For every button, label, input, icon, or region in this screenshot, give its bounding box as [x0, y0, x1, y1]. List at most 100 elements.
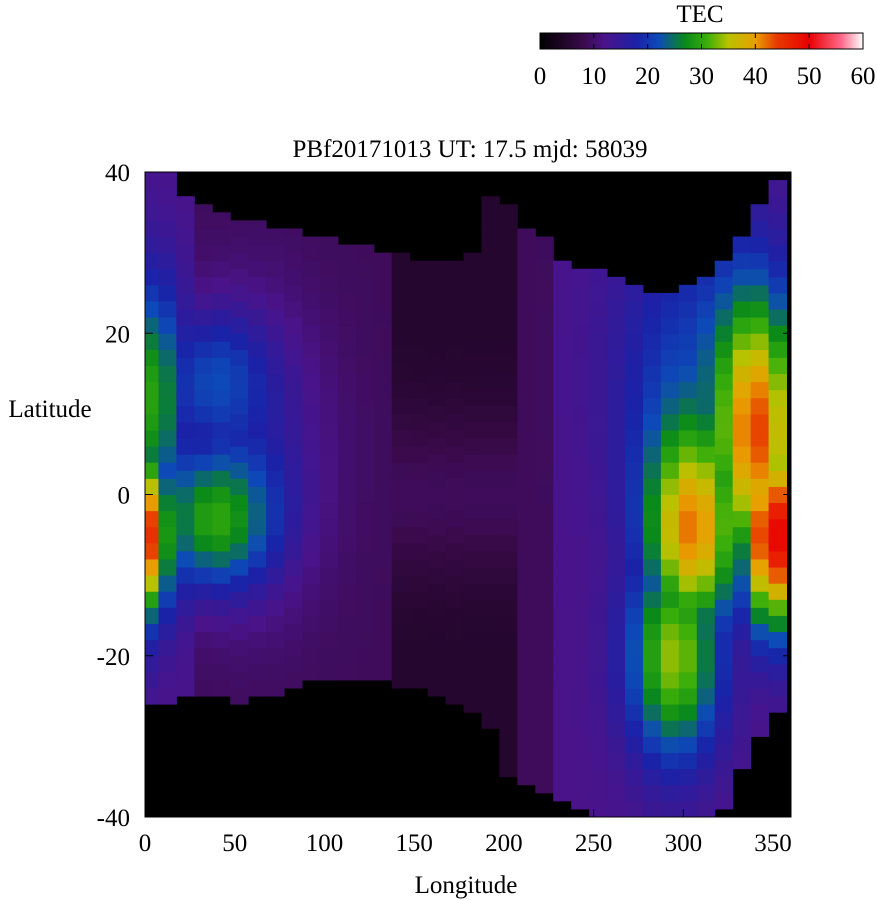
heatmap-cell — [571, 292, 590, 310]
heatmap-cell — [499, 212, 518, 229]
heatmap-cell — [391, 510, 411, 528]
heatmap-cell — [678, 623, 698, 641]
heatmap-cell — [589, 349, 608, 366]
heatmap-cell — [230, 268, 249, 286]
heatmap-cell — [660, 704, 680, 721]
heatmap-cell — [463, 696, 482, 713]
heatmap-cell — [463, 309, 482, 326]
heatmap-cell — [750, 607, 770, 624]
heatmap-cell — [535, 341, 554, 358]
heatmap-cell — [660, 397, 680, 415]
heatmap-cell — [732, 381, 752, 399]
heatmap-cell — [176, 679, 195, 697]
heatmap-cell — [158, 204, 177, 221]
heatmap-cell — [230, 236, 249, 254]
heatmap-cell — [409, 671, 429, 689]
heatmap-cell — [589, 655, 608, 673]
heatmap-cell — [589, 478, 608, 495]
heatmap-cell — [714, 502, 734, 520]
heatmap-cell — [607, 720, 626, 737]
heatmap-cell — [212, 357, 231, 375]
colorbar-ticks: 0 10 20 30 40 50 60 — [534, 33, 876, 90]
heatmap-cell — [571, 268, 590, 278]
x-tick-label-100: 100 — [306, 830, 344, 857]
heatmap-cell — [553, 542, 572, 560]
heatmap-cell — [607, 462, 626, 479]
heatmap-cell — [571, 421, 590, 439]
heatmap-cell — [463, 341, 482, 358]
heatmap-cell — [373, 567, 393, 584]
heatmap-cell — [212, 599, 231, 616]
heatmap-cell — [319, 454, 339, 471]
heatmap-cell — [463, 373, 482, 391]
heatmap-cell — [714, 599, 734, 616]
heatmap-cell — [427, 405, 447, 423]
heatmap-cell — [158, 559, 177, 576]
heatmap-cell — [302, 454, 321, 471]
heatmap-cell — [714, 454, 734, 471]
heatmap-cell — [535, 389, 554, 407]
heatmap-cell — [266, 518, 285, 536]
heatmap-cell — [337, 567, 357, 584]
heatmap-cell — [625, 478, 644, 495]
heatmap-cell — [589, 559, 608, 576]
heatmap-cell — [553, 268, 572, 286]
heatmap-cell — [678, 478, 698, 495]
heatmap-cell — [319, 260, 339, 278]
heatmap-cell — [145, 671, 159, 689]
heatmap-cell — [158, 430, 177, 447]
heatmap-cell — [445, 623, 465, 641]
heatmap-cell — [535, 309, 554, 326]
heatmap-cell — [266, 502, 285, 520]
heatmap-cell — [660, 413, 680, 431]
heatmap-cell — [284, 623, 303, 641]
heatmap-cell — [571, 438, 590, 455]
heatmap-cell — [732, 268, 752, 286]
heatmap-cell — [319, 599, 339, 616]
heatmap-cell — [499, 421, 518, 439]
heatmap-cell — [571, 567, 590, 584]
heatmap-cell — [607, 768, 626, 786]
heatmap-cell — [176, 550, 195, 568]
heatmap-cell — [499, 389, 518, 407]
heatmap-cell — [337, 470, 357, 487]
heatmap-cell — [607, 381, 626, 399]
heatmap-cell — [571, 792, 590, 810]
heatmap-cell — [409, 510, 429, 528]
heatmap-cell — [463, 438, 482, 455]
heatmap-cell — [535, 583, 554, 600]
heatmap-cell — [642, 510, 662, 528]
heatmap-cell — [607, 671, 626, 689]
heatmap-cell — [266, 405, 285, 423]
heatmap-cell — [678, 704, 698, 721]
heatmap-cell — [750, 301, 770, 318]
heatmap-cell — [696, 591, 716, 608]
heatmap-cell — [571, 373, 590, 391]
heatmap-cell — [284, 591, 303, 608]
heatmap-cell — [319, 518, 339, 536]
heatmap-cell — [248, 518, 267, 536]
heatmap-cell — [145, 623, 159, 641]
heatmap-cell — [768, 212, 788, 229]
heatmap-cell — [499, 276, 518, 294]
heatmap-cell — [463, 252, 482, 262]
heatmap-cell — [768, 696, 788, 713]
heatmap-cell — [499, 341, 518, 358]
heatmap-cell — [212, 518, 231, 536]
heatmap-cell — [355, 567, 375, 584]
heatmap-cell — [355, 647, 375, 665]
heatmap-cell — [732, 446, 752, 463]
heatmap-cell — [427, 534, 447, 552]
heatmap-cell — [248, 357, 267, 375]
heatmap-cell — [499, 244, 518, 262]
heatmap-cell — [607, 575, 626, 592]
heatmap-cell — [642, 301, 662, 318]
heatmap-cell — [642, 430, 662, 447]
heatmap-cell — [642, 333, 662, 350]
heatmap-cell — [145, 365, 159, 383]
heatmap-cell — [337, 518, 357, 536]
heatmap-cell — [535, 502, 554, 520]
heatmap-cell — [158, 397, 177, 415]
heatmap-cell — [212, 615, 231, 633]
heatmap-cell — [463, 583, 482, 600]
